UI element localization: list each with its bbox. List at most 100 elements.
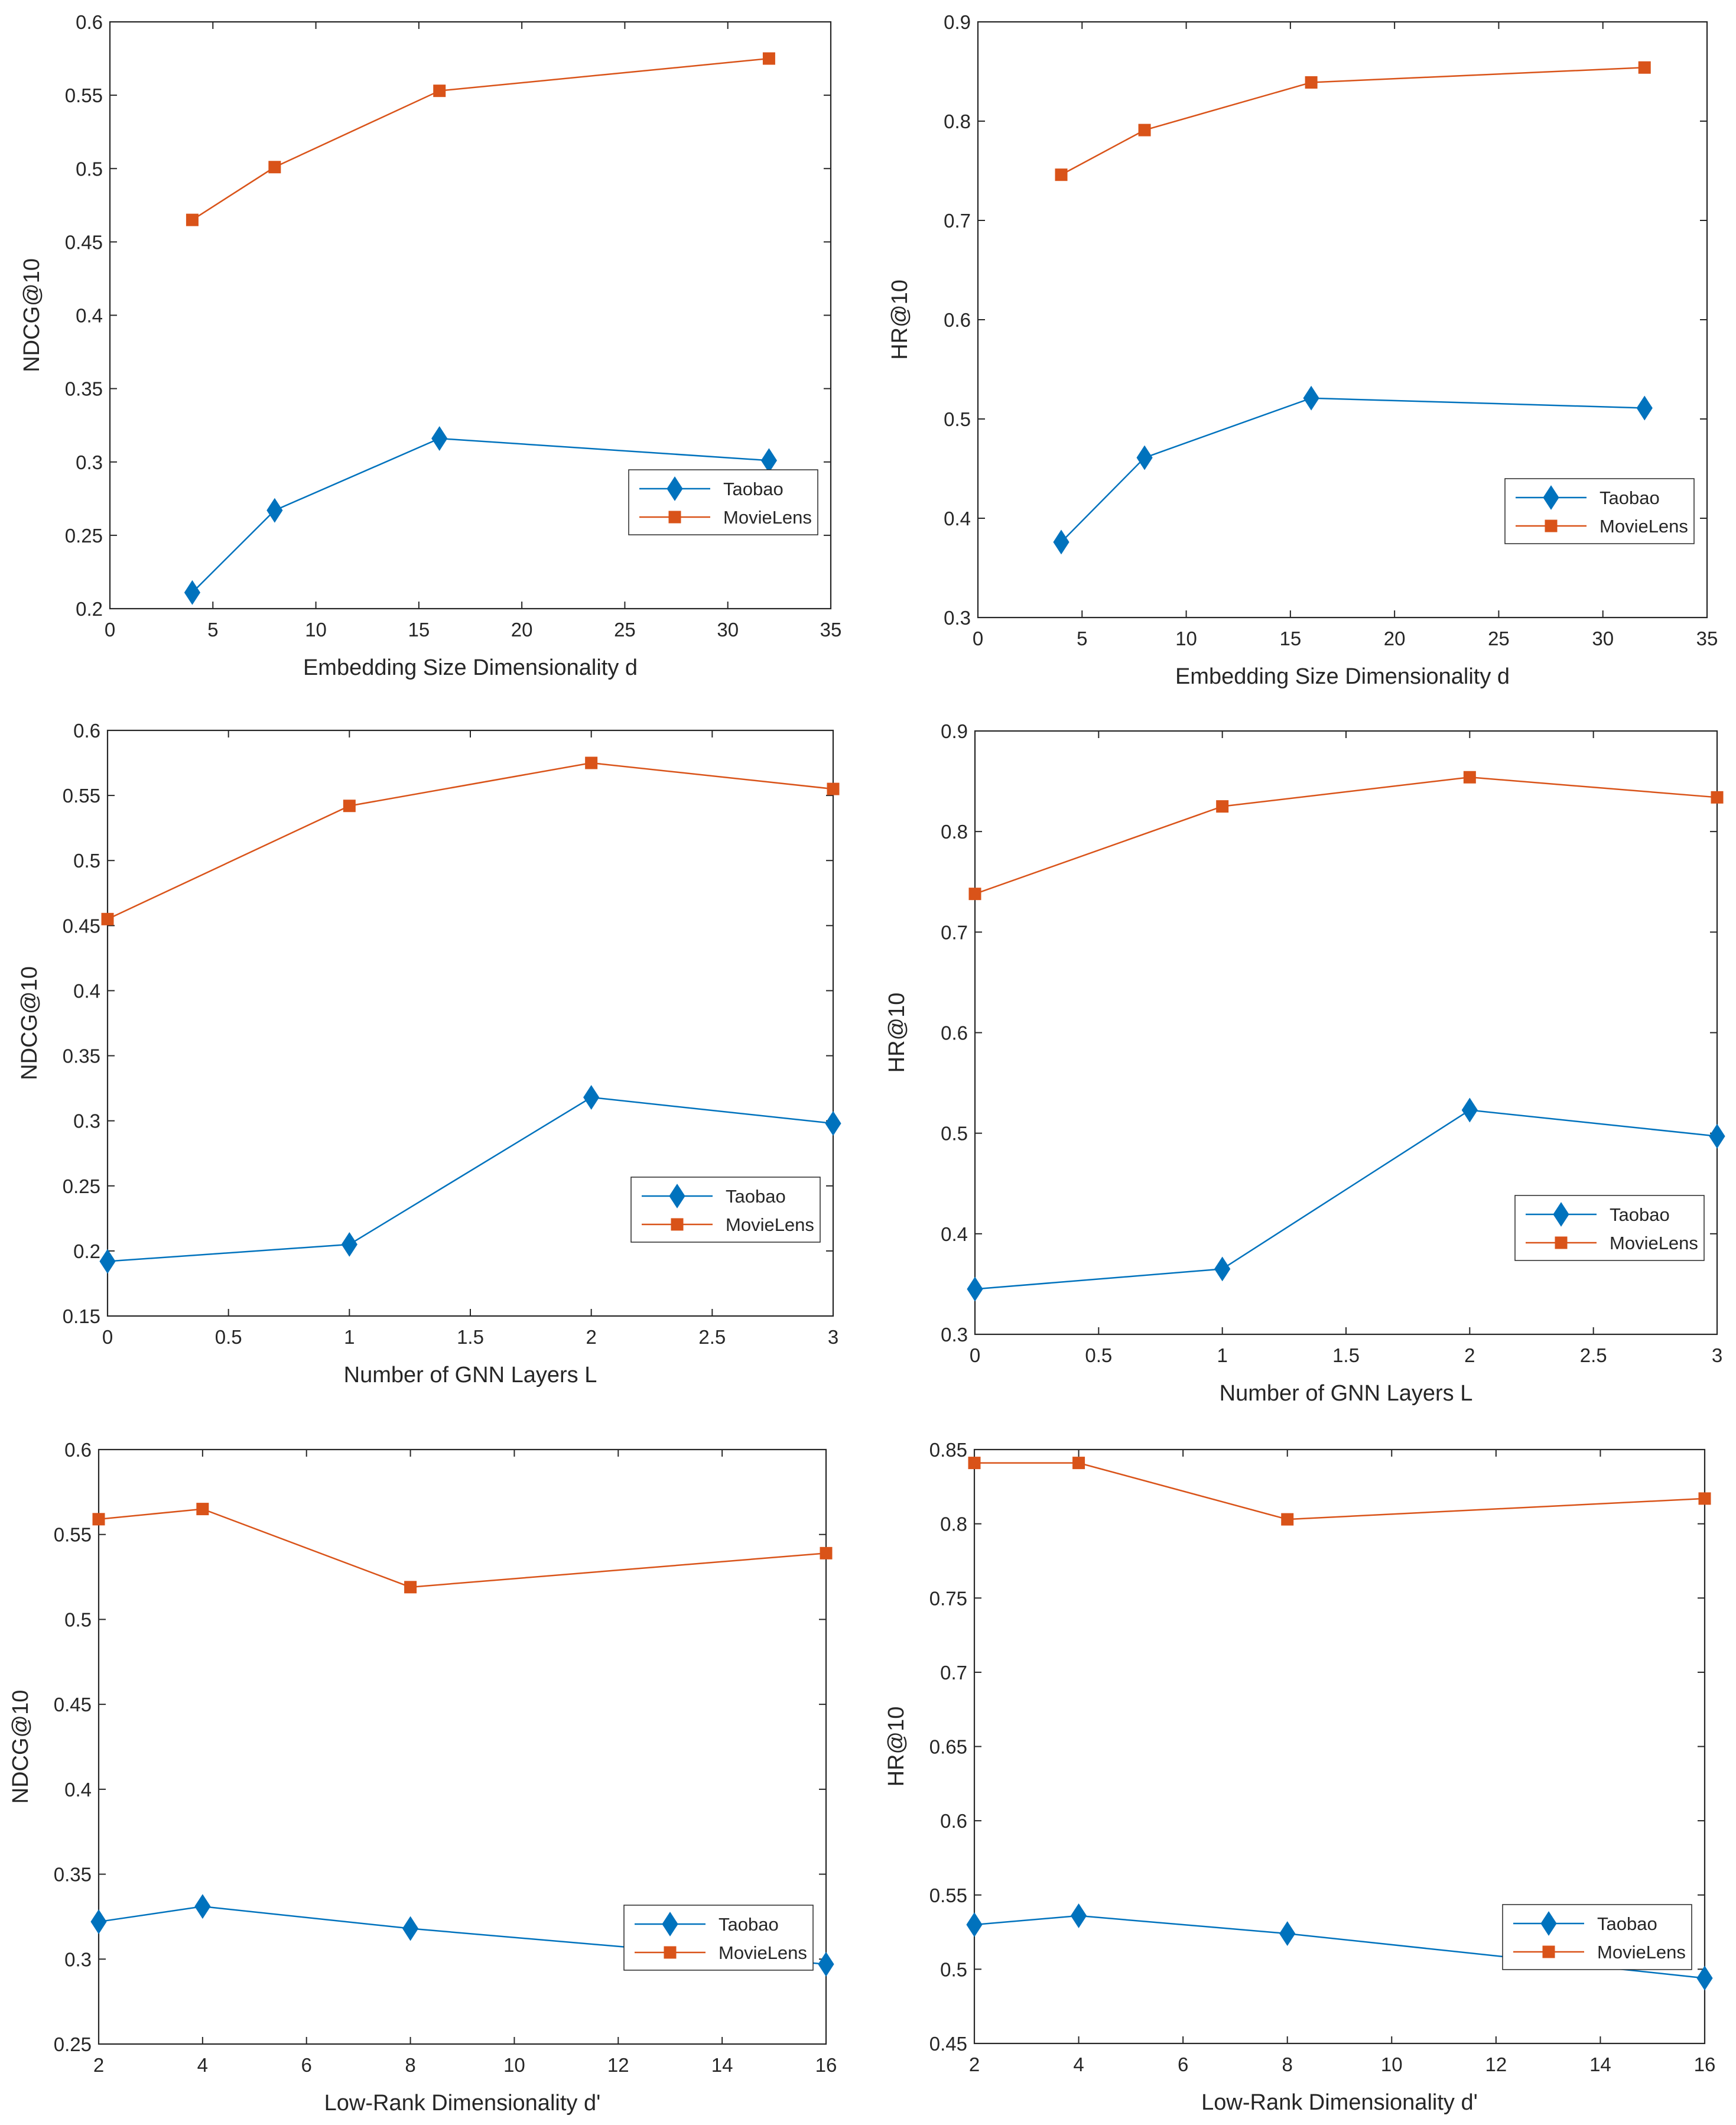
point-taobao [1636,395,1653,421]
point-movielens [1138,124,1151,137]
legend-label-taobao: Taobao [1610,1204,1670,1225]
legend-label-movielens: MovieLens [719,1942,807,1963]
y-tick-label: 0.55 [54,1524,92,1546]
point-taobao [818,1951,834,1977]
y-tick-label: 0.8 [944,111,971,132]
point-taobao [1461,1097,1478,1123]
point-taobao [1136,445,1153,470]
x-tick-label: 14 [711,2054,733,2076]
legend-marker-movielens [664,1946,677,1959]
y-tick-label: 0.55 [929,1884,967,1906]
legend-box [1514,1195,1705,1261]
y-tick-label: 0.3 [941,1324,968,1346]
x-tick-label: 8 [405,2054,415,2076]
point-taobao [184,580,201,605]
x-axis-label: Number of GNN Layers L [344,1363,597,1388]
series-line-movielens [974,776,1718,895]
legend-marker-taobao [1540,1911,1557,1936]
legend-marker-taobao [662,1912,678,1936]
point-taobao [1303,385,1319,411]
x-tick-label: 12 [1485,2053,1507,2075]
y-tick-label: 0.45 [63,915,100,937]
y-tick-label: 0.4 [73,980,100,1002]
x-tick-label: 0.5 [215,1326,242,1348]
y-axis-label: HR@10 [885,993,909,1073]
y-tick-label: 0.6 [73,720,100,742]
point-taobao [431,426,448,451]
x-axis-label: Number of GNN Layers L [1220,1381,1473,1406]
series-line-movielens [107,762,834,920]
chart-5: 2 4 6 8 10 12 14 16 0.25 0.3 0.35 0.4 0.45 0.5 0.55 0.6… [8,1439,837,2116]
point-taobao [1214,1256,1231,1282]
x-tick-label: 0 [970,1344,980,1366]
y-tick-label: 0.55 [63,785,100,807]
legend-label-movielens: MovieLens [726,1214,814,1235]
point-movielens [1216,800,1229,813]
x-tick-label: 25 [1488,628,1510,649]
point-taobao [1053,529,1069,555]
point-taobao [583,1085,600,1110]
x-tick-label: 1 [1217,1344,1227,1366]
y-tick-label: 0.4 [944,508,971,529]
y-tick-label: 0.6 [76,11,103,33]
point-movielens [968,1457,981,1470]
y-tick-label: 0.6 [944,309,971,331]
y-tick-label: 0.2 [76,598,103,620]
y-tick-label: 0.6 [64,1439,92,1461]
x-tick-label: 10 [503,2054,525,2076]
axes-box [97,1448,827,2045]
x-tick-label: 30 [717,619,739,641]
point-movielens [404,1581,417,1594]
point-taobao [194,1894,211,1919]
point-movielens [827,782,840,795]
y-tick-label: 0.5 [73,850,100,872]
point-movielens [186,213,199,226]
point-taobao [99,1249,116,1274]
point-movielens [1305,76,1318,89]
y-tick-label: 0.45 [65,231,103,253]
y-tick-label: 0.4 [941,1223,968,1245]
legend-marker-taobao [669,1184,685,1208]
x-tick-label: 0 [973,628,983,649]
legend-marker-movielens [671,1218,684,1231]
chart-4: 0 0.5 1 1.5 2 2.5 3 0.3 0.4 0.5 0.6 0.7 0.8 0.9 Number… [885,720,1725,1406]
x-tick-label: 3 [828,1326,838,1348]
x-tick-label: 1.5 [1332,1344,1360,1366]
y-tick-label: 0.65 [929,1736,967,1758]
x-tick-label: 0 [105,619,115,641]
point-movielens [343,800,356,813]
x-axis-label: Embedding Size Dimensionality d [303,655,638,680]
x-tick-label: 20 [511,619,533,641]
point-taobao [90,1909,107,1934]
y-tick-label: 0.9 [944,11,971,33]
y-tick-label: 0.7 [944,210,971,232]
x-tick-label: 2.5 [698,1326,726,1348]
x-tick-label: 35 [1696,628,1718,649]
y-tick-label: 0.3 [76,451,103,473]
x-tick-label: 16 [1694,2053,1716,2075]
y-tick-label: 0.25 [54,2033,92,2055]
legend-label-taobao: Taobao [719,1914,779,1935]
point-movielens [1281,1513,1294,1526]
point-taobao [1696,1965,1713,1991]
x-tick-label: 2 [586,1326,596,1348]
legend-label-taobao: Taobao [1600,488,1660,508]
x-tick-label: 2.5 [1580,1344,1607,1366]
x-tick-label: 10 [305,619,327,641]
x-tick-label: 20 [1384,628,1406,649]
legend-label-taobao: Taobao [726,1186,786,1207]
point-movielens [820,1546,833,1559]
y-tick-label: 0.85 [929,1439,967,1461]
legend-label-taobao: Taobao [1597,1913,1657,1934]
x-tick-label: 35 [820,619,842,641]
legend-box [1504,478,1695,544]
y-tick-label: 0.8 [941,821,968,843]
legend-marker-taobao [1543,485,1559,510]
x-tick-label: 15 [1279,628,1301,649]
point-movielens [1711,791,1724,804]
y-tick-label: 0.8 [940,1513,967,1535]
y-tick-label: 0.2 [73,1240,100,1262]
point-taobao [341,1232,357,1257]
legend-box [623,1905,814,1971]
x-tick-label: 0.5 [1085,1344,1112,1366]
